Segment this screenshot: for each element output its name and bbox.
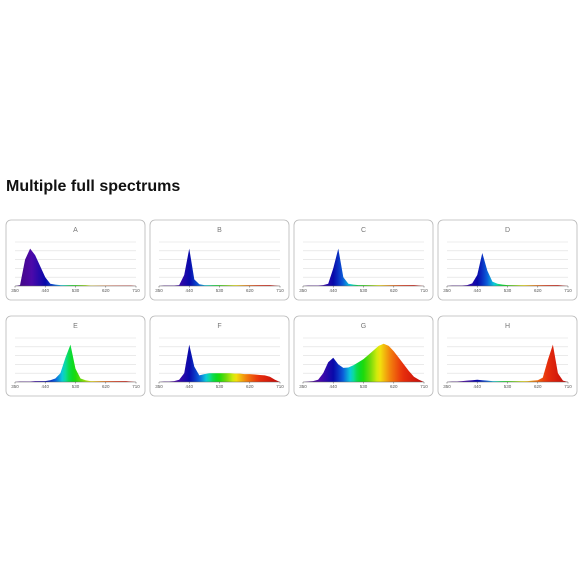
x-tick-label: 440 (41, 288, 49, 293)
chart-card (293, 219, 434, 301)
x-tick-label: 620 (246, 288, 254, 293)
x-tick-label: 710 (420, 384, 428, 389)
x-tick-label: 530 (504, 384, 512, 389)
chart-title: E (73, 323, 78, 330)
x-tick-label: 710 (420, 288, 428, 293)
x-tick-label: 350 (299, 384, 307, 389)
x-tick-label: 620 (102, 384, 110, 389)
chart-title: G (361, 323, 366, 330)
chart-card (5, 315, 146, 397)
x-tick-label: 710 (132, 288, 140, 293)
x-tick-label: 440 (473, 384, 481, 389)
x-tick-label: 620 (390, 288, 398, 293)
spectrum-area (159, 344, 280, 382)
chart-title: C (361, 227, 366, 234)
spectrum-area (15, 248, 136, 286)
x-tick-label: 350 (443, 384, 451, 389)
x-tick-label: 710 (276, 288, 284, 293)
x-tick-label: 710 (276, 384, 284, 389)
chart-card (437, 219, 578, 301)
spectrum-area (447, 344, 568, 382)
x-tick-label: 440 (185, 288, 193, 293)
chart-title: B (217, 227, 222, 234)
x-tick-label: 530 (504, 288, 512, 293)
x-tick-label: 440 (473, 288, 481, 293)
x-tick-label: 440 (41, 384, 49, 389)
x-tick-label: 530 (360, 288, 368, 293)
chart-title: F (217, 323, 221, 330)
x-tick-label: 530 (72, 384, 80, 389)
x-tick-label: 440 (185, 384, 193, 389)
x-tick-label: 440 (329, 384, 337, 389)
x-tick-label: 710 (564, 288, 572, 293)
x-tick-label: 350 (11, 288, 19, 293)
x-tick-label: 530 (72, 288, 80, 293)
chart-title: A (73, 227, 78, 234)
x-tick-label: 620 (390, 384, 398, 389)
spectrum-area (303, 343, 424, 382)
spectrum-area (447, 253, 568, 286)
x-tick-label: 530 (360, 384, 368, 389)
x-tick-label: 620 (102, 288, 110, 293)
x-tick-label: 710 (564, 384, 572, 389)
x-tick-label: 710 (132, 384, 140, 389)
x-tick-label: 620 (534, 288, 542, 293)
x-tick-label: 530 (216, 384, 224, 389)
x-tick-label: 350 (299, 288, 307, 293)
spectrum-area (159, 248, 280, 286)
spectrum-area (303, 248, 424, 286)
x-tick-label: 620 (246, 384, 254, 389)
x-tick-label: 350 (155, 288, 163, 293)
page-title: Multiple full spectrums (6, 178, 180, 195)
chart-title: H (505, 323, 510, 330)
x-tick-label: 530 (216, 288, 224, 293)
x-tick-label: 620 (534, 384, 542, 389)
spectrum-area (15, 344, 136, 382)
chart-title: D (505, 227, 510, 234)
x-tick-label: 440 (329, 288, 337, 293)
x-tick-label: 350 (11, 384, 19, 389)
x-tick-label: 350 (443, 288, 451, 293)
chart-card (437, 315, 578, 397)
x-tick-label: 350 (155, 384, 163, 389)
